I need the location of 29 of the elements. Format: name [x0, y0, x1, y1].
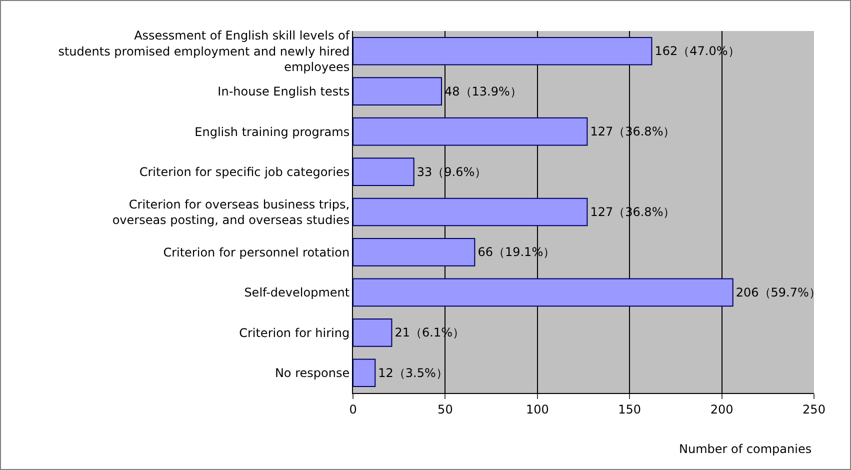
bar [353, 318, 392, 347]
bar [353, 77, 442, 106]
x-tick-label: 0 [349, 402, 357, 416]
bar [353, 198, 588, 226]
y-tick-label: Criterion for personnel rotation [163, 245, 350, 260]
x-tick-label: 50 [438, 402, 453, 416]
y-tick-label: No response [274, 366, 350, 380]
y-tick-label: Criterion for specific job categories [139, 164, 350, 179]
data-label: 48（13.9%） [444, 84, 522, 98]
y-tick-label: In-house English tests [218, 84, 350, 99]
data-label: 33（9.6%） [416, 164, 487, 179]
bar [353, 117, 588, 146]
x-tick-label: 150 [618, 402, 642, 416]
x-tick-label: 200 [710, 402, 734, 416]
x-tick-label: 250 [802, 402, 826, 416]
bar [353, 158, 414, 186]
y-tick-label: Assessment of English skill levels of students promised employment and newly hired employees [58, 28, 350, 74]
bar [353, 278, 734, 307]
bar [353, 358, 376, 388]
y-tick-label: English training programs [194, 124, 350, 139]
data-label: 206（59.7%） [736, 285, 821, 300]
y-tick-label: Criterion for hiring [239, 326, 350, 340]
y-tick-label: Criterion for overseas business trips, overseas posting, and overseas studies [112, 197, 350, 227]
x-tick-label: 100 [526, 402, 549, 416]
x-axis-title: Number of companies [679, 442, 812, 456]
y-tick-label: Self-development [244, 286, 350, 300]
bar [353, 36, 652, 66]
data-label: 12（3.5%） [378, 366, 448, 380]
bar [353, 238, 476, 266]
